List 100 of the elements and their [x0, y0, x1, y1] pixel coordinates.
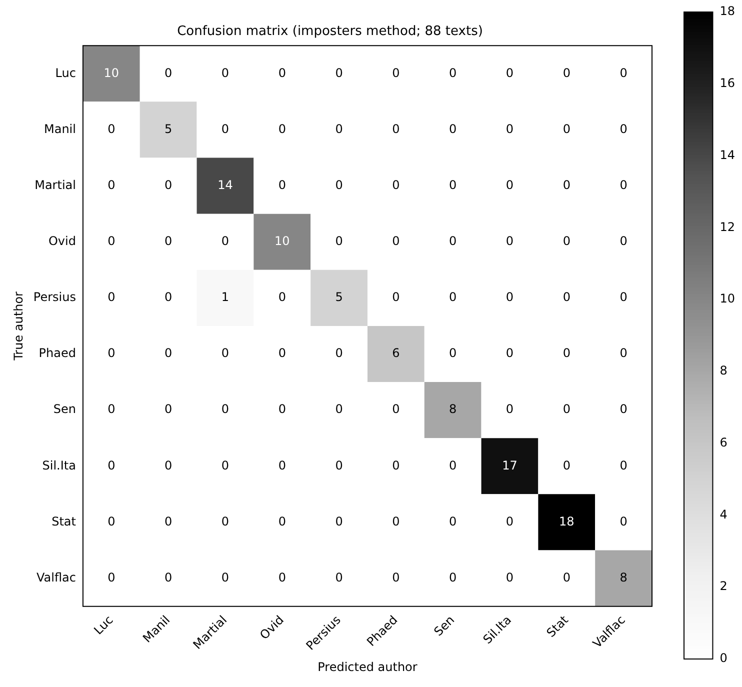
color-bar-label: 10 [720, 292, 736, 306]
data-label: 0 [562, 458, 570, 472]
data-label: 0 [278, 66, 286, 80]
data-label: 0 [335, 570, 343, 584]
data-label: 0 [278, 570, 286, 584]
data-label: 0 [108, 346, 116, 360]
data-label: 0 [392, 402, 400, 416]
data-label: 0 [562, 122, 570, 136]
data-label: 0 [620, 290, 628, 304]
data-label: 0 [562, 290, 570, 304]
data-label: 0 [108, 402, 116, 416]
data-label: 0 [506, 402, 514, 416]
data-label: 0 [278, 458, 286, 472]
y-tick-label: Sen [53, 402, 76, 416]
data-label: 0 [335, 458, 343, 472]
data-label: 0 [449, 122, 457, 136]
x-tick-label: Luc [91, 612, 116, 638]
y-tick-label: Stat [52, 514, 76, 528]
data-label: 0 [620, 346, 628, 360]
data-label: 0 [392, 458, 400, 472]
data-label: 0 [620, 178, 628, 192]
y-tick-label: Sil.Ita [42, 458, 76, 472]
color-bar-label: 16 [720, 76, 736, 90]
x-tick-label: Sen [431, 612, 458, 639]
data-label: 0 [620, 66, 628, 80]
data-label: 0 [221, 458, 230, 472]
data-label: 0 [506, 346, 514, 360]
data-label: 0 [164, 66, 172, 80]
x-axis-title: Predicted author [318, 660, 418, 674]
data-label: 0 [449, 514, 457, 528]
data-label: 0 [221, 570, 230, 584]
data-label: 6 [392, 346, 400, 360]
data-label: 5 [164, 122, 172, 136]
data-label: 0 [620, 514, 628, 528]
data-label: 0 [335, 234, 343, 248]
data-label: 0 [221, 346, 230, 360]
data-label: 0 [392, 178, 400, 192]
data-label: 0 [506, 178, 514, 192]
data-label: 0 [278, 402, 286, 416]
data-label: 0 [278, 514, 286, 528]
color-bar-label: 14 [720, 148, 736, 162]
data-label: 0 [449, 234, 457, 248]
data-label: 0 [164, 458, 172, 472]
data-label: 0 [278, 290, 286, 304]
data-label: 0 [620, 402, 628, 416]
data-label: 10 [104, 66, 120, 80]
data-label: 0 [506, 290, 514, 304]
data-label: 0 [449, 458, 457, 472]
data-label: 0 [335, 122, 343, 136]
data-label: 0 [221, 66, 230, 80]
data-label: 0 [278, 346, 286, 360]
data-label: 0 [620, 458, 628, 472]
data-label: 0 [164, 514, 172, 528]
y-tick-label: Persius [33, 290, 76, 304]
data-label: 0 [108, 122, 116, 136]
data-label: 0 [108, 178, 116, 192]
data-label: 0 [620, 234, 628, 248]
data-label: 0 [392, 66, 400, 80]
data-label: 0 [221, 402, 230, 416]
data-label: 0 [164, 570, 172, 584]
data-label: 0 [221, 234, 230, 248]
data-label: 0 [620, 122, 628, 136]
data-label: 18 [559, 514, 574, 528]
data-label: 0 [562, 66, 570, 80]
data-label: 0 [392, 514, 400, 528]
data-label: 10 [274, 234, 290, 248]
data-label: 0 [164, 178, 172, 192]
data-label: 0 [108, 570, 116, 584]
data-label: 0 [562, 346, 570, 360]
y-tick-label: Phaed [38, 346, 76, 360]
data-label: 0 [335, 178, 343, 192]
color-bar-label: 8 [720, 364, 728, 378]
data-label: 0 [506, 570, 514, 584]
y-tick-label: Martial [34, 178, 76, 192]
data-label: 0 [164, 402, 172, 416]
data-label: 0 [108, 458, 116, 472]
color-bar-label: 0 [720, 651, 728, 666]
data-label: 0 [392, 570, 400, 584]
data-label: 0 [221, 514, 230, 528]
data-label: 0 [562, 570, 570, 584]
y-tick-label: Ovid [48, 234, 76, 248]
data-label: 0 [164, 290, 172, 304]
y-axis-title: True author [11, 291, 26, 362]
data-label: 0 [506, 122, 514, 136]
color-bar-label: 18 [720, 4, 736, 18]
data-label: 0 [506, 66, 514, 80]
data-label: 14 [218, 178, 233, 192]
data-label: 0 [164, 346, 172, 360]
y-tick-label: Manil [44, 122, 76, 136]
data-label: 0 [449, 178, 457, 192]
data-label: 0 [335, 346, 343, 360]
data-label: 0 [506, 514, 514, 528]
color-bar-label: 12 [720, 220, 736, 234]
data-label: 5 [335, 290, 343, 304]
y-tick-label: Luc [55, 66, 76, 80]
data-label: 0 [562, 402, 570, 416]
data-label: 0 [449, 346, 457, 360]
color-bar-label: 6 [720, 435, 728, 450]
data-label: 0 [335, 402, 343, 416]
data-label: 0 [108, 234, 116, 248]
